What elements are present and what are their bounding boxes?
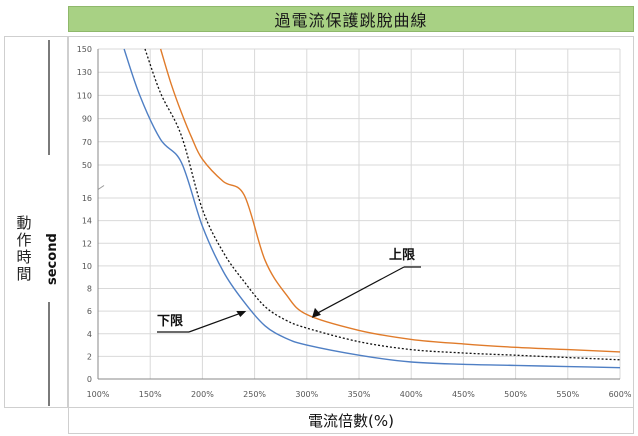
x-tick-label: 300% bbox=[295, 390, 318, 399]
x-tick-label: 200% bbox=[191, 390, 214, 399]
y-tick-label: 10 bbox=[82, 262, 92, 271]
series-line-lower bbox=[123, 48, 621, 369]
x-tick-label: 400% bbox=[400, 390, 423, 399]
y-tick-label: 8 bbox=[87, 285, 92, 294]
y-tick-label: 150 bbox=[77, 45, 92, 54]
y-tick-label: 16 bbox=[82, 194, 92, 203]
y-axis-label-chinese: 動作時間 bbox=[16, 214, 32, 283]
y-tick-label: 12 bbox=[82, 239, 92, 248]
y-tick-label: 130 bbox=[77, 68, 92, 77]
x-tick-label: 100% bbox=[87, 390, 110, 399]
axis-break-mark bbox=[97, 185, 105, 190]
y-tick-label: 70 bbox=[82, 138, 92, 147]
chart-title: 過電流保護跳脫曲線 bbox=[68, 6, 634, 32]
chart-svg: 100% 150% 200% 250% 300% 350% 400% 450% 500% 550%… bbox=[77, 45, 632, 399]
x-tick-label: 350% bbox=[348, 390, 371, 399]
annotation-leader-upper bbox=[315, 266, 405, 315]
x-tick-label: 450% bbox=[452, 390, 475, 399]
x-tick-label: 250% bbox=[243, 390, 266, 399]
annotation-leader-lower bbox=[188, 312, 242, 333]
x-tick-label: 500% bbox=[504, 390, 527, 399]
y-axis-label-english: second bbox=[45, 233, 60, 285]
y-tick-label: 4 bbox=[87, 330, 92, 339]
annotation-upper-label: 上限 bbox=[389, 248, 416, 263]
y-tick-label: 14 bbox=[82, 217, 92, 226]
x-axis-label: 電流倍數(%) bbox=[68, 408, 634, 434]
annotation-arrowhead-upper bbox=[311, 307, 321, 318]
annotation-arrowhead-lower bbox=[236, 310, 247, 317]
series-line-upper bbox=[159, 48, 621, 353]
y-axis-label-panel: 動作時間 second bbox=[4, 36, 68, 408]
y-tick-label: 2 bbox=[87, 352, 92, 361]
annotation-lower-label: 下限 bbox=[157, 314, 184, 329]
y-tick-label: 6 bbox=[87, 307, 92, 316]
chart-area: 100% 150% 200% 250% 300% 350% 400% 450% 500% 550%… bbox=[68, 36, 634, 408]
x-tick-label: 600% bbox=[609, 390, 632, 399]
series-line-middle bbox=[144, 48, 621, 361]
y-tick-label: 0 bbox=[87, 375, 92, 384]
x-tick-label: 150% bbox=[139, 390, 162, 399]
y-tick-label: 90 bbox=[82, 115, 92, 124]
x-tick-label: 550% bbox=[556, 390, 579, 399]
y-tick-label: 50 bbox=[82, 161, 92, 170]
y-tick-label: 110 bbox=[77, 91, 92, 100]
